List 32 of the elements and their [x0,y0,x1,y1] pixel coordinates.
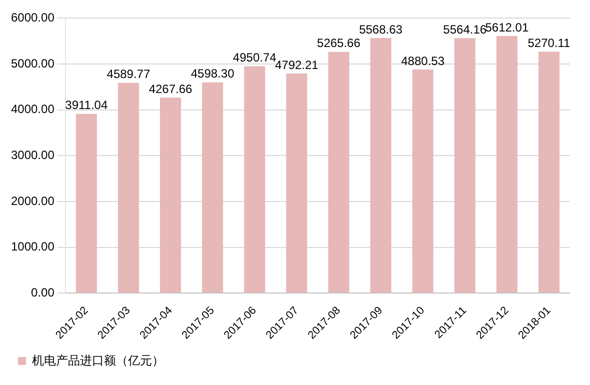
data-label: 4598.30 [190,66,235,81]
bar [370,38,392,293]
data-label: 5568.63 [359,22,403,36]
bar [160,98,182,293]
legend-label: 机电产品进口额（亿元） [32,353,164,368]
y-tick-label: 6000.00 [10,10,55,25]
bar [202,82,224,293]
data-label: 3911.04 [65,98,108,112]
bar [244,66,266,293]
data-label: 5270.11 [528,36,571,50]
data-label: 5265.66 [317,36,361,50]
bar [286,74,308,293]
data-label: 4950.74 [232,50,277,65]
y-tick-label: 4000.00 [10,102,55,116]
bar [76,114,97,293]
bar [496,36,518,293]
data-label: 4267.66 [148,82,193,96]
bar [454,38,476,293]
bar [328,52,350,293]
y-tick-label: 2000.00 [10,194,55,208]
y-tick-label: 0.00 [31,285,55,300]
bar [412,69,434,293]
data-label: 4589.77 [106,67,150,82]
y-tick-label: 5000.00 [10,56,55,70]
bar [538,52,560,293]
data-label: 4792.21 [274,58,319,72]
data-label: 4880.53 [401,54,445,68]
data-label: 5564.16 [443,22,487,36]
bar [118,82,139,293]
y-tick-label: 3000.00 [10,148,55,162]
y-tick-label: 1000.00 [10,240,55,254]
data-label: 5612.01 [485,20,529,34]
